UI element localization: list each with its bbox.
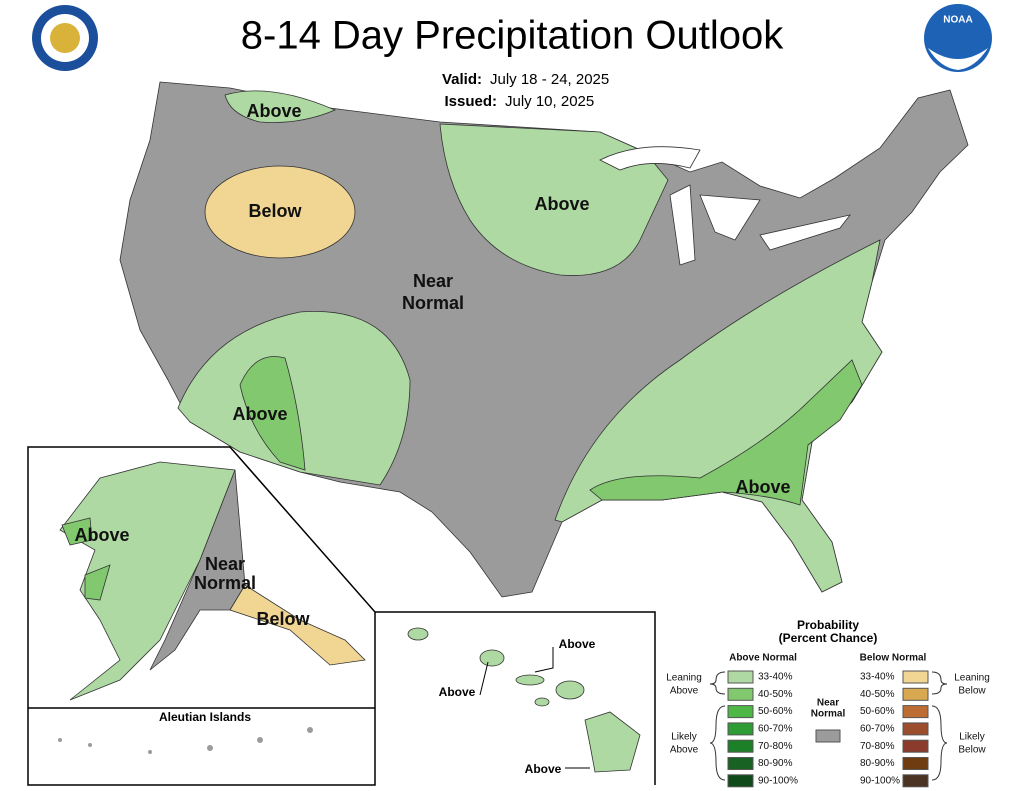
brace	[931, 671, 948, 695]
range-label: 90-100%	[860, 775, 900, 786]
range-label: 33-40%	[860, 672, 895, 683]
title: 8-14 Day Precipitation Outlook	[241, 14, 785, 58]
swatch	[727, 739, 754, 753]
label: Above	[559, 637, 596, 651]
label: Normal	[811, 709, 846, 720]
noaa-text: NOAA	[943, 15, 972, 26]
label: Above	[670, 686, 699, 697]
commerce-seal	[32, 5, 98, 71]
noaa-logo: NOAA	[924, 4, 992, 72]
range-label: 80-90%	[860, 758, 895, 769]
swatch	[727, 705, 754, 719]
range-label: 70-80%	[758, 741, 793, 752]
range-label: 40-50%	[860, 689, 895, 700]
label: Above	[670, 745, 699, 756]
swatch	[902, 687, 929, 701]
label: Above	[735, 477, 790, 497]
label: Likely	[671, 732, 697, 743]
swatch	[727, 670, 754, 684]
legend-heading: Above Normal	[729, 653, 797, 664]
legend-title: (Percent Chance)	[779, 631, 878, 645]
label: Near	[205, 554, 245, 574]
label: Below	[248, 201, 302, 221]
label: Above	[74, 525, 129, 545]
alaska	[59, 461, 366, 701]
aleutian-title: Aleutian Islands	[159, 710, 251, 724]
label: Above	[246, 101, 301, 121]
label: Near	[413, 271, 453, 291]
swatch	[902, 670, 929, 684]
range-label: 80-90%	[758, 758, 793, 769]
label: Leaning	[666, 673, 702, 684]
conus	[119, 81, 969, 598]
valid-dates: July 18 - 24, 2025	[490, 71, 609, 88]
range-label: 50-60%	[860, 706, 895, 717]
swatch	[727, 757, 754, 770]
label: Leaning	[954, 673, 990, 684]
swatch	[727, 774, 754, 788]
brace	[709, 705, 726, 781]
pointers	[479, 647, 590, 769]
valid-label: Valid:	[442, 71, 482, 88]
legend-title: Probability	[797, 618, 859, 632]
range-label: 70-80%	[860, 741, 895, 752]
label: Normal	[194, 573, 256, 593]
range-label: 40-50%	[758, 689, 793, 700]
swatch	[727, 722, 754, 736]
swatch	[902, 774, 929, 788]
issued-date: July 10, 2025	[505, 93, 594, 110]
swatch	[902, 757, 929, 770]
brace	[931, 705, 948, 781]
range-label: 33-40%	[758, 672, 793, 683]
swatch	[727, 687, 754, 701]
label: Below	[958, 686, 986, 697]
aleutians	[58, 727, 313, 754]
swatch	[902, 739, 929, 753]
inset-frames	[27, 446, 656, 786]
label: Below	[256, 609, 310, 629]
label: Normal	[402, 293, 464, 313]
brace	[709, 671, 726, 695]
swatch	[902, 722, 929, 736]
issued-label: Issued:	[444, 93, 497, 110]
legend-heading: Below Normal	[860, 653, 927, 664]
label: Above	[232, 404, 287, 424]
hawaii	[407, 627, 641, 773]
range-label: 60-70%	[758, 724, 793, 735]
swatch	[902, 705, 929, 719]
range-label: 60-70%	[860, 724, 895, 735]
label: Above	[525, 762, 562, 776]
swatch	[815, 729, 841, 743]
label: Near	[817, 698, 839, 709]
label: Likely	[959, 732, 985, 743]
range-label: 50-60%	[758, 706, 793, 717]
label: Below	[958, 745, 986, 756]
label: Above	[439, 685, 476, 699]
label: Above	[534, 194, 589, 214]
range-label: 90-100%	[758, 775, 798, 786]
